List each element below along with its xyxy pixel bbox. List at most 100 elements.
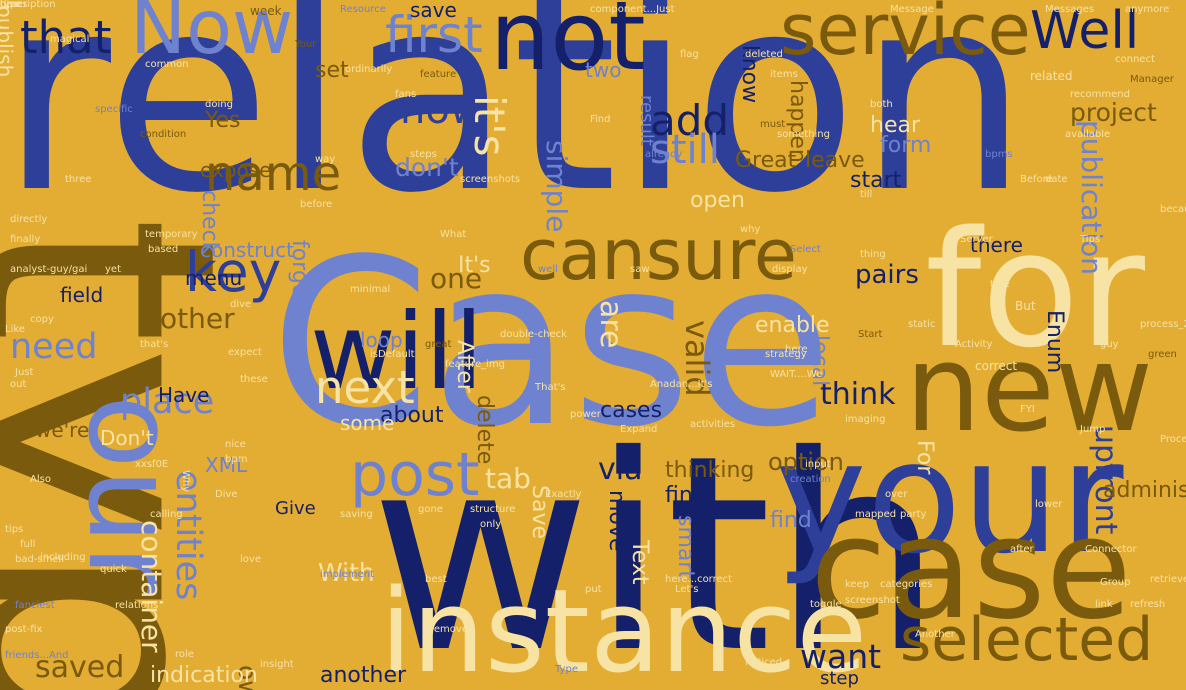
word-set: set [315, 58, 349, 83]
word-find: find [770, 508, 812, 533]
word-other: other [160, 302, 235, 335]
word-power: power [570, 409, 601, 420]
word-deleted: deleted [745, 49, 783, 60]
word-with: With [318, 558, 375, 587]
word-specific: specific [95, 104, 133, 115]
word-lower: lower [1035, 499, 1063, 510]
word-imaging: imaging [845, 414, 886, 425]
word-magical: magical [50, 34, 90, 45]
word-saved: saved [35, 650, 125, 685]
word-final: final [665, 483, 713, 508]
word-want: want [800, 637, 882, 676]
word-thing: thing [860, 249, 886, 260]
word-leave: leave [805, 148, 865, 173]
word-also: Also [30, 474, 51, 485]
word-open: open [690, 188, 745, 213]
word-bpm: bpm [225, 454, 248, 465]
word-well: well [538, 264, 558, 275]
word-hear: hear [870, 113, 921, 138]
word-xxsf0e: xxsf0E [135, 459, 169, 470]
word-component-just: component...Just [590, 4, 675, 15]
word-what: What [440, 229, 467, 240]
word-time: time [0, 0, 23, 10]
word-isdefault: isDefault [370, 349, 415, 360]
word-friends-and: friends...And [5, 650, 69, 661]
word-connect: connect [1115, 54, 1155, 65]
word-ordinarily: ordinarily [345, 64, 393, 75]
word-add: add [650, 96, 730, 145]
word-retrieves: retrieves [1150, 574, 1186, 585]
word-think: think [820, 377, 896, 412]
word-tab: tab [485, 462, 531, 495]
word-administrator: administrator [1103, 478, 1186, 503]
word-step: step [820, 668, 859, 689]
word-recommend: recommend [1070, 89, 1130, 100]
word-save: save [410, 0, 457, 22]
word-analyst-guy-gai: analyst-guy/gai [10, 264, 88, 275]
word-categories: categories [880, 579, 933, 590]
word-description: description [0, 0, 56, 10]
word-jump: Jump [1080, 424, 1106, 435]
word-new: new [905, 320, 1154, 459]
word-steps: steps [410, 149, 437, 160]
word-great: Great [735, 148, 797, 173]
word-types: types [0, 0, 28, 10]
word-common: common [145, 59, 189, 70]
word-gone: gone [418, 504, 443, 515]
word-strategy: strategy [765, 349, 807, 360]
word-title: title [990, 279, 1010, 290]
word-we-re: we're [35, 418, 90, 442]
word-another: another [320, 663, 407, 688]
word-way: way [315, 154, 336, 165]
word-quick: quick [100, 564, 127, 575]
word-cansure: cansure [520, 214, 797, 296]
word-screenshots: screenshots [460, 174, 521, 185]
word-display: display [772, 264, 808, 275]
word-yet: yet [105, 264, 121, 275]
word-must: must [760, 119, 786, 130]
word-still: still [650, 127, 720, 173]
word-finally: finally [10, 234, 41, 245]
word-wait-we: WAIT....We [770, 369, 823, 380]
word-cases: cases [600, 398, 663, 423]
word-post: post [350, 440, 480, 510]
word-refresh: refresh [1130, 599, 1166, 610]
word-your: Your [295, 39, 317, 50]
word-project: project [1070, 98, 1157, 127]
word-week: week [250, 4, 282, 18]
word-saving: saving [340, 509, 373, 520]
word-fyi: FYI [1020, 404, 1035, 415]
word-anymore: anymore [1125, 4, 1170, 15]
word-start: Start [858, 329, 883, 340]
word-with: with [370, 397, 943, 690]
word-case: Case [270, 211, 833, 478]
word-activities: activities [690, 419, 736, 430]
word-happen: happen [785, 80, 810, 163]
word-exactly: Exactly [545, 489, 582, 500]
word-green: green [1148, 349, 1177, 360]
word-something: something [777, 129, 830, 140]
word-static: static [908, 319, 936, 330]
word-feature-img: feature_img [445, 359, 505, 370]
word-select: Select [790, 244, 821, 255]
word-nice: nice [225, 439, 246, 450]
word-dive: Dive [215, 489, 238, 500]
word-related: related [1030, 69, 1073, 83]
word-group: Group [1100, 577, 1131, 588]
word-post-fix: post-fix [5, 624, 43, 635]
word-insight: insight [260, 659, 294, 670]
word-both: both [870, 99, 893, 110]
word-message: Message [890, 4, 934, 15]
word-great: great [425, 339, 452, 350]
word-relations: relations [115, 600, 159, 611]
word-case: case [810, 488, 1132, 651]
word-result: result [636, 95, 657, 146]
word-tips: Tips [1080, 234, 1101, 245]
word-manager: Manager [1130, 74, 1174, 85]
word-resource: Resource [340, 4, 386, 15]
word-dive: dive [230, 299, 252, 310]
word-move: move [604, 490, 629, 552]
word-smart: smart [673, 515, 698, 580]
word-three: three [65, 174, 92, 185]
word-your: your [775, 407, 1124, 588]
